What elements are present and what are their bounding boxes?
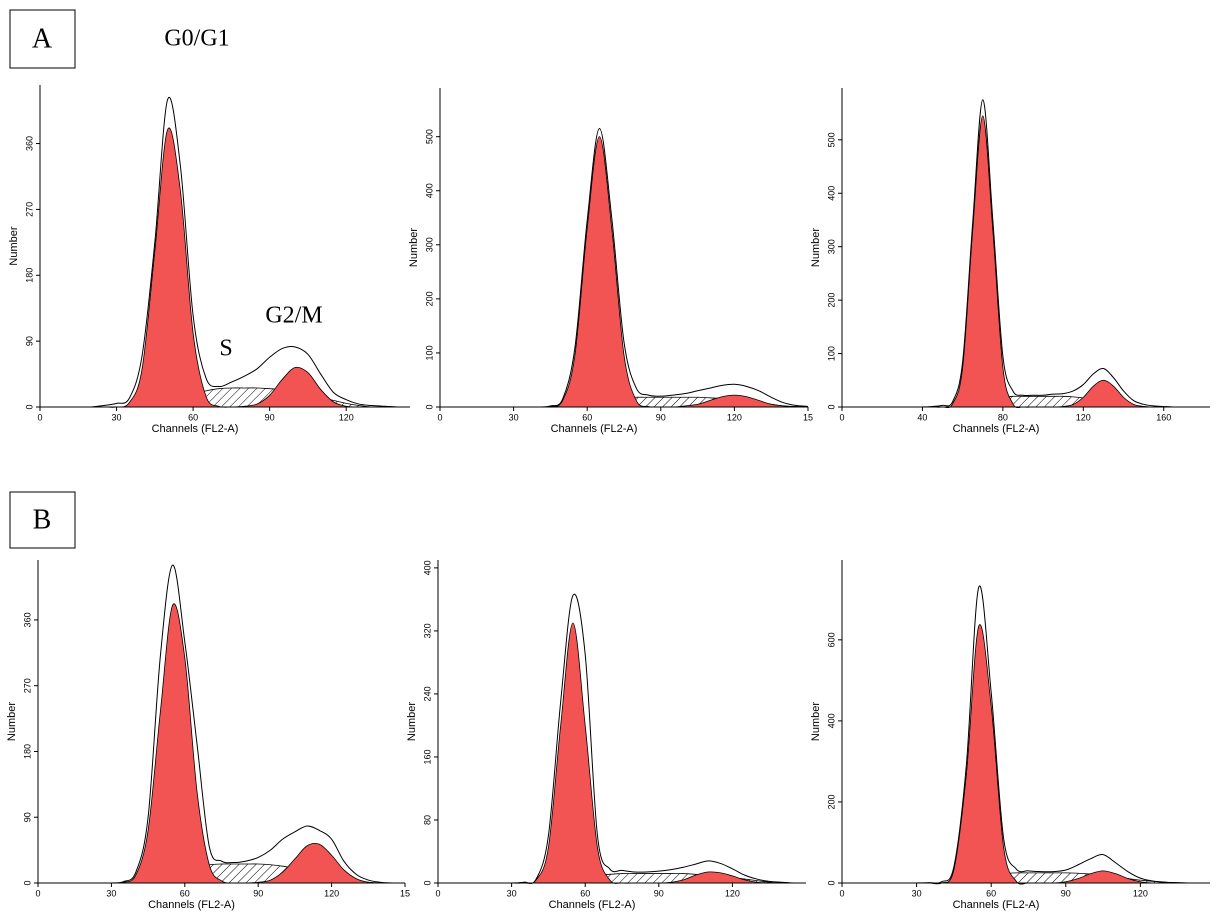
x-tick-label: 30 xyxy=(507,888,517,898)
y-tick-label: 100 xyxy=(826,346,836,361)
x-axis-label: Channels (FL2-A) xyxy=(953,423,1040,435)
x-tick-label: 120 xyxy=(324,888,339,898)
x-axis-label: Channels (FL2-A) xyxy=(953,899,1040,911)
y-tick-label: 0 xyxy=(22,880,32,885)
y-tick-label: 0 xyxy=(422,880,432,885)
y-tick-label: 400 xyxy=(826,713,836,728)
fitted-area xyxy=(916,624,1203,885)
y-axis-label: Number xyxy=(406,702,418,741)
x-tick-label: 60 xyxy=(180,888,190,898)
x-tick-label: 120 xyxy=(1076,412,1091,422)
x-axis-label: Channels (FL2-A) xyxy=(551,423,638,435)
y-tick-label: 180 xyxy=(22,744,32,759)
y-axis-label: Number xyxy=(408,228,420,267)
y-tick-label: 200 xyxy=(826,794,836,809)
y-tick-label: 180 xyxy=(24,268,34,283)
data-line xyxy=(922,99,1204,408)
y-tick-label: 90 xyxy=(22,812,32,822)
x-axis-label: Channels (FL2-A) xyxy=(549,899,636,911)
y-axis-label: Number xyxy=(8,226,20,265)
fitted-area xyxy=(91,127,410,408)
y-tick-label: 400 xyxy=(826,186,836,201)
x-tick-label: 90 xyxy=(1061,888,1071,898)
y-tick-label: 360 xyxy=(24,136,34,151)
y-axis-label: Number xyxy=(810,228,822,267)
x-tick-label: 60 xyxy=(580,888,590,898)
x-tick-label: 160 xyxy=(1156,412,1171,422)
y-tick-label: 270 xyxy=(22,678,32,693)
fitted-area xyxy=(922,115,1204,409)
x-axis-label: Channels (FL2-A) xyxy=(148,899,235,911)
y-tick-label: 80 xyxy=(422,815,432,825)
y-tick-label: 0 xyxy=(424,404,434,409)
x-tick-label: 0 xyxy=(437,412,442,422)
x-tick-label: 15 xyxy=(400,888,410,898)
x-tick-label: 120 xyxy=(1133,888,1148,898)
x-tick-label: 90 xyxy=(656,412,666,422)
x-tick-label: 30 xyxy=(509,412,519,422)
x-tick-label: 30 xyxy=(912,888,922,898)
y-tick-label: 270 xyxy=(24,202,34,217)
data-line xyxy=(90,96,411,408)
panel-label: B xyxy=(33,504,52,535)
y-tick-label: 0 xyxy=(826,880,836,885)
panel-label: A xyxy=(32,23,53,54)
y-tick-label: 100 xyxy=(424,345,434,360)
y-tick-label: 400 xyxy=(422,560,432,575)
y-tick-label: 320 xyxy=(422,623,432,638)
data-line xyxy=(511,593,807,884)
x-tick-label: 0 xyxy=(37,412,42,422)
x-tick-label: 80 xyxy=(998,412,1008,422)
y-tick-label: 90 xyxy=(24,336,34,346)
x-tick-label: 90 xyxy=(265,412,275,422)
x-tick-label: 15 xyxy=(803,412,813,422)
x-tick-label: 30 xyxy=(112,412,122,422)
x-axis-label: Channels (FL2-A) xyxy=(152,423,239,435)
fitted-area xyxy=(538,136,808,408)
x-tick-label: 60 xyxy=(582,412,592,422)
x-tick-label: 0 xyxy=(35,888,40,898)
annotation: G0/G1 xyxy=(164,26,229,52)
panel-box xyxy=(9,9,76,69)
y-axis-label: Number xyxy=(810,702,822,741)
x-tick-label: 0 xyxy=(839,412,844,422)
annotation: S xyxy=(219,336,232,362)
x-tick-label: 120 xyxy=(725,888,740,898)
x-tick-label: 30 xyxy=(106,888,116,898)
x-tick-label: 60 xyxy=(188,412,198,422)
y-axis-label: Number xyxy=(6,702,18,741)
y-tick-label: 300 xyxy=(424,237,434,252)
y-tick-label: 400 xyxy=(424,183,434,198)
annotation: G2/M xyxy=(265,303,322,329)
y-tick-label: 0 xyxy=(24,404,34,409)
y-tick-label: 600 xyxy=(826,632,836,647)
data-line xyxy=(538,128,809,408)
fitted-area xyxy=(111,603,405,884)
y-tick-label: 240 xyxy=(422,686,432,701)
panel-box xyxy=(9,491,76,549)
x-tick-label: 90 xyxy=(253,888,263,898)
y-tick-label: 500 xyxy=(826,132,836,147)
x-tick-label: 90 xyxy=(654,888,664,898)
y-tick-label: 500 xyxy=(424,129,434,144)
y-tick-label: 200 xyxy=(424,291,434,306)
x-tick-label: 0 xyxy=(839,888,844,898)
x-tick-label: 40 xyxy=(917,412,927,422)
x-tick-label: 0 xyxy=(435,888,440,898)
y-tick-label: 0 xyxy=(826,404,836,409)
data-line xyxy=(111,564,406,884)
data-line xyxy=(916,585,1203,884)
x-tick-label: 60 xyxy=(986,888,996,898)
y-tick-label: 200 xyxy=(826,293,836,308)
x-tick-label: 120 xyxy=(339,412,354,422)
y-tick-label: 300 xyxy=(826,239,836,254)
x-tick-label: 120 xyxy=(727,412,742,422)
y-tick-label: 160 xyxy=(422,749,432,764)
y-tick-label: 360 xyxy=(22,612,32,627)
